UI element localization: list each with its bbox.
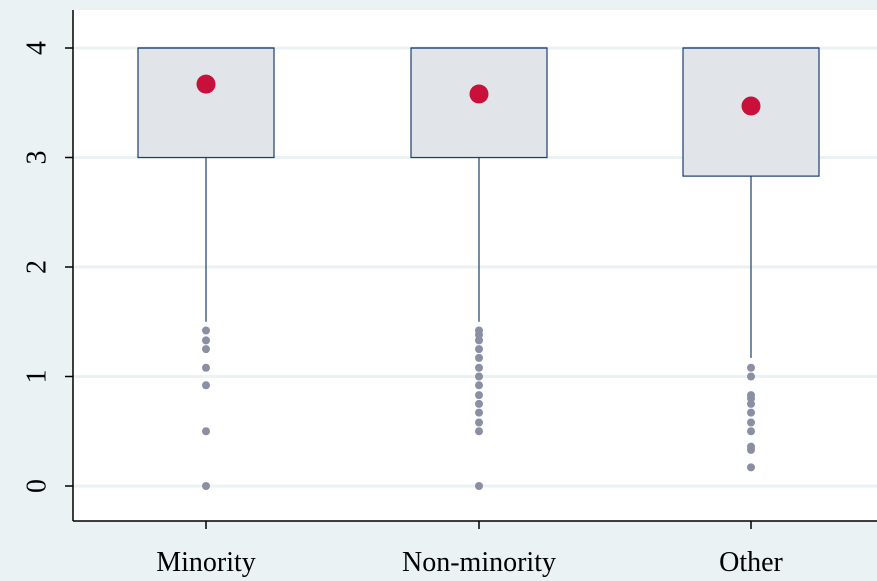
outlier-point-minority <box>202 363 210 372</box>
box-group-minority <box>137 47 275 490</box>
outlier-point-non-minority <box>475 399 483 408</box>
outlier-point-other <box>747 372 755 381</box>
outlier-point-minority <box>202 381 210 390</box>
outlier-point-minority <box>202 482 210 490</box>
outlier-point-non-minority <box>475 418 483 427</box>
x-axis-labels: Minority Non-minority Other <box>156 521 784 578</box>
mean-marker-minority <box>196 74 216 94</box>
box-series <box>137 47 820 490</box>
outlier-point-non-minority <box>475 372 483 381</box>
outlier-point-other <box>747 418 755 427</box>
outlier-point-non-minority <box>475 391 483 400</box>
x-tick-label-minority: Minority <box>156 547 256 578</box>
y-tick-label-2: 2 <box>22 260 53 274</box>
outlier-point-non-minority <box>475 336 483 345</box>
outlier-point-non-minority <box>475 363 483 372</box>
y-tick-label-3: 3 <box>22 151 53 165</box>
outlier-point-minority <box>202 336 210 345</box>
outlier-point-minority <box>202 427 210 436</box>
axes <box>72 10 877 522</box>
x-tick-label-non-minority: Non-minority <box>402 547 556 578</box>
outlier-point-other <box>747 363 755 372</box>
outlier-point-non-minority <box>475 381 483 390</box>
outlier-point-other <box>747 394 755 403</box>
outlier-point-other <box>747 427 755 436</box>
outlier-point-other <box>747 399 755 408</box>
y-tick-label-1: 1 <box>22 370 53 384</box>
outlier-point-minority <box>202 345 210 354</box>
outlier-point-non-minority <box>475 345 483 354</box>
mean-marker-other <box>741 96 761 116</box>
box-group-non-minority <box>410 47 548 490</box>
outlier-point-non-minority <box>475 482 483 490</box>
x-tick-label-other: Other <box>719 547 783 578</box>
outlier-point-non-minority <box>475 408 483 417</box>
y-tick-label-4: 4 <box>22 41 53 55</box>
y-axis-ticks: 0 1 2 3 4 <box>22 41 73 493</box>
outlier-point-non-minority <box>475 330 483 339</box>
box-minority <box>137 47 275 159</box>
outlier-point-other <box>747 463 755 472</box>
outlier-point-other <box>747 445 755 454</box>
mean-marker-non-minority <box>469 84 489 104</box>
outlier-point-minority <box>202 326 210 335</box>
outlier-point-non-minority <box>475 353 483 362</box>
outlier-point-non-minority <box>475 427 483 436</box>
y-tick-label-0: 0 <box>22 479 53 493</box>
outlier-point-other <box>747 408 755 417</box>
box-group-other <box>682 47 820 472</box>
